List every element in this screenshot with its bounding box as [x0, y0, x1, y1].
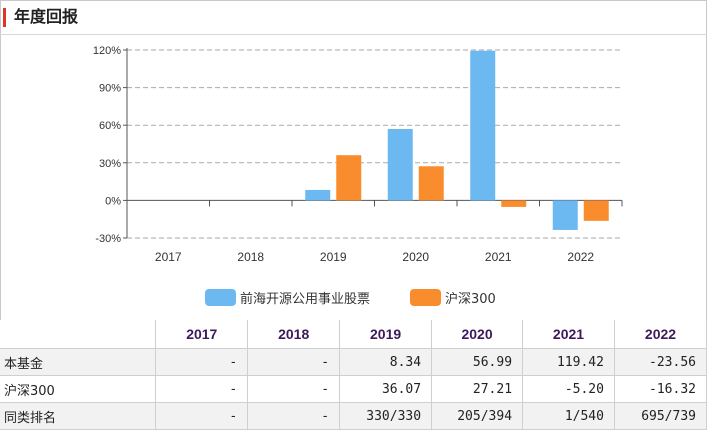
legend-label-index: 沪深300	[445, 291, 496, 307]
y-tick-label: 60%	[99, 120, 121, 132]
x-tick-label: 2019	[320, 250, 347, 264]
table-cell: -	[155, 348, 249, 376]
table-cell: -	[155, 402, 249, 430]
x-tick-label: 2021	[485, 250, 512, 264]
table-row: 沪深300 - - 36.07 27.21 -5.20 -16.32	[0, 375, 707, 403]
x-tick-label: 2020	[402, 250, 429, 264]
table-cell: 119.42	[522, 348, 615, 376]
table-cell: 1/540	[522, 402, 615, 430]
table-header-cell: 2020	[431, 320, 524, 349]
table-cell: -	[247, 375, 341, 403]
x-tick-label: 2022	[567, 250, 594, 264]
annual-return-table: 2017 2018 2019 2020 2021 2022 本基金 - - 8.…	[0, 320, 707, 430]
bar-index	[501, 200, 527, 207]
table-cell: 330/330	[339, 402, 433, 430]
legend-item-fund[interactable]: 前海开源公用事业股票	[205, 285, 370, 309]
panel-title: 年度回报	[14, 7, 79, 26]
table-cell: 8.34	[339, 348, 433, 376]
table-cell: -23.56	[614, 348, 707, 376]
table-header-cell: 2019	[339, 320, 433, 349]
legend-swatch-fund	[205, 288, 236, 306]
table-row: 同类排名 - - 330/330 205/394 1/540 695/739	[0, 402, 707, 430]
bar-index	[418, 166, 444, 201]
y-tick-label: 30%	[99, 158, 121, 170]
bar-fund	[387, 128, 413, 201]
table-header-cell: 2018	[247, 320, 341, 349]
table-header-cell: 2022	[614, 320, 707, 349]
table-cell: -16.32	[614, 375, 707, 403]
table-header-row: 2017 2018 2019 2020 2021 2022	[0, 320, 707, 349]
x-tick-label: 2017	[155, 250, 182, 264]
panel-header: 年度回报	[0, 0, 707, 35]
table-header-cell	[0, 320, 157, 349]
table-cell: 36.07	[339, 375, 433, 403]
bar-fund	[552, 200, 578, 230]
row-label: 沪深300	[0, 375, 157, 403]
bar-index	[583, 200, 609, 221]
table-header-cell: 2017	[155, 320, 249, 349]
y-tick-label: -30%	[95, 233, 121, 245]
table-cell: -	[247, 402, 341, 430]
table-cell: -	[247, 348, 341, 376]
table-row: 本基金 - - 8.34 56.99 119.42 -23.56	[0, 348, 707, 376]
table-header-cell: 2021	[522, 320, 615, 349]
bar-fund	[470, 50, 496, 201]
y-tick-label: 120%	[93, 45, 121, 57]
y-tick-label: 0%	[105, 195, 121, 207]
table-cell: 695/739	[614, 402, 707, 430]
table-cell: 56.99	[431, 348, 524, 376]
table-cell: 205/394	[431, 402, 524, 430]
legend-swatch-index	[410, 288, 441, 306]
bar-index	[336, 155, 362, 201]
row-label: 同类排名	[0, 402, 157, 430]
annual-return-chart: -30% 0% 30% 60% 90% 120% 2017 2018 2019 2020 2021 2…	[93, 45, 623, 264]
legend-item-index[interactable]: 沪深300	[410, 285, 496, 309]
table-cell: -5.20	[522, 375, 615, 403]
bar-fund	[305, 189, 331, 201]
row-label: 本基金	[0, 348, 157, 376]
title-accent-bar	[3, 8, 6, 27]
table-cell: -	[155, 375, 249, 403]
y-tick-label: 90%	[99, 83, 121, 95]
x-tick-label: 2018	[237, 250, 264, 264]
table-cell: 27.21	[431, 375, 524, 403]
legend-label-fund: 前海开源公用事业股票	[240, 291, 371, 307]
